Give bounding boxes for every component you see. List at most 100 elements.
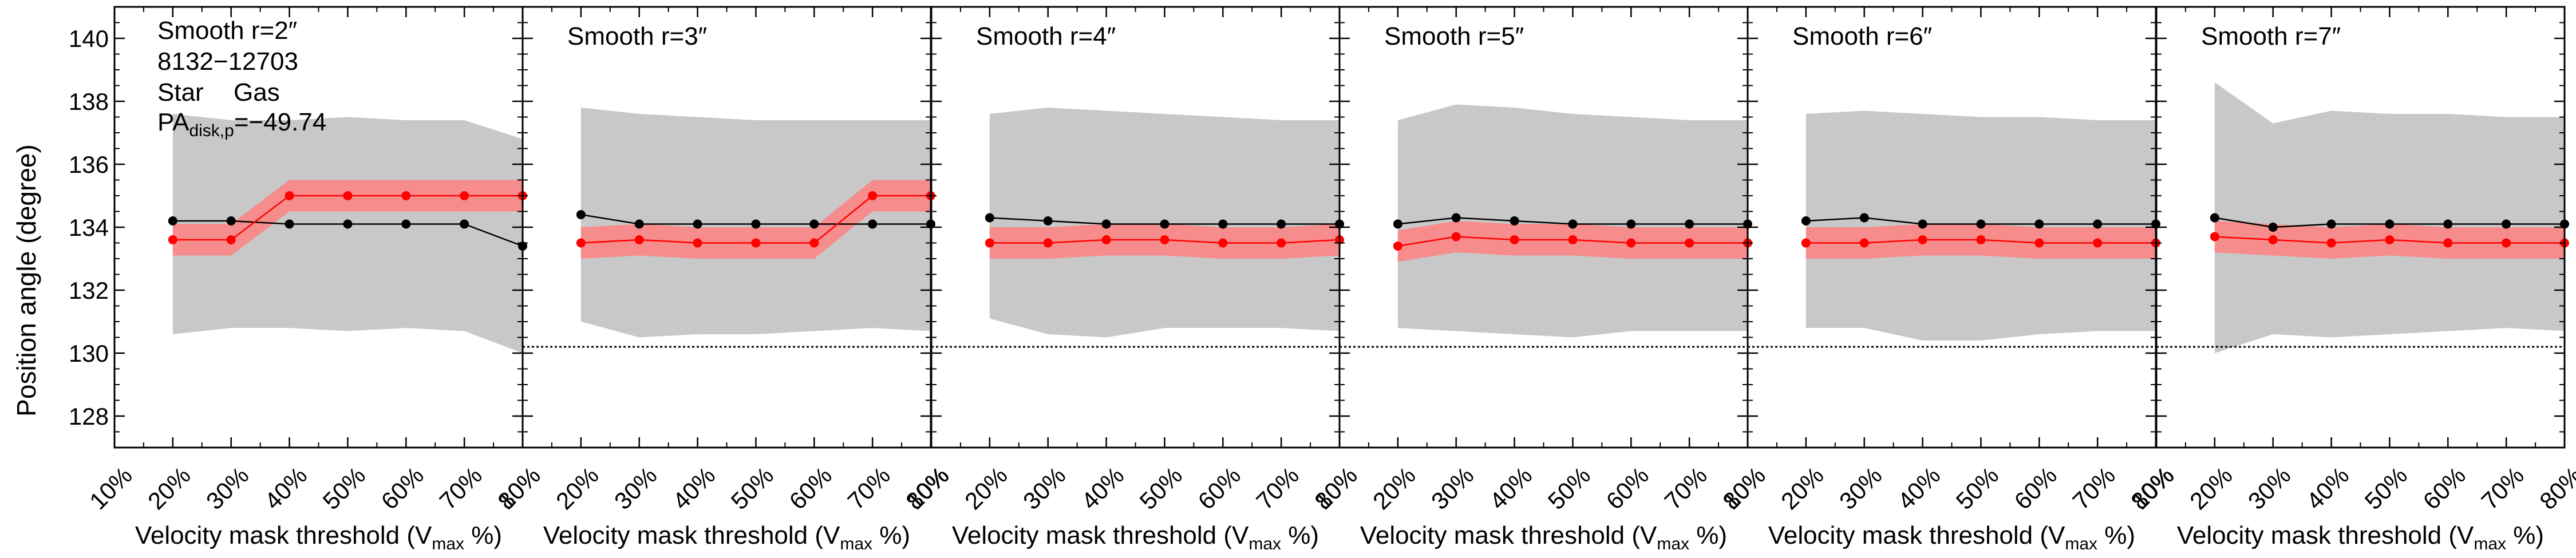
gas-point <box>2210 232 2219 242</box>
x-axis-label-subscript: max <box>1657 535 1689 553</box>
x-axis-label-tail: %) <box>872 521 910 549</box>
gas-point <box>1160 235 1170 244</box>
star-point <box>1976 219 1986 229</box>
y-tick-label: 132 <box>69 277 109 304</box>
gas-point <box>1801 238 1811 248</box>
gas-point <box>1451 232 1461 242</box>
x-axis-label: Velocity mask threshold (Vmax %) <box>1360 521 1727 553</box>
y-tick-label: 130 <box>69 340 109 367</box>
x-axis-label-tail: %) <box>1281 521 1319 549</box>
star-point <box>2502 219 2511 229</box>
star-point <box>1277 219 1286 229</box>
gas-point <box>1393 242 1402 251</box>
panel-title: Smooth r=5″ <box>1384 22 1524 50</box>
gas-point <box>168 235 177 244</box>
x-axis-label-main: Velocity mask threshold (V <box>2177 521 2474 549</box>
gas-point <box>2268 235 2278 244</box>
pa-label-main: PA <box>157 108 189 136</box>
y-tick-label: 128 <box>69 403 109 430</box>
gas-point <box>226 235 236 244</box>
gas-point <box>1626 238 1636 248</box>
x-axis-label-main: Velocity mask threshold (V <box>952 521 1249 549</box>
star-point <box>634 219 644 229</box>
gas-uncertainty-band <box>172 180 523 256</box>
star-point <box>1801 216 1811 225</box>
gas-point <box>693 238 702 248</box>
star-point <box>1101 219 1111 229</box>
gas-uncertainty-band <box>580 180 931 259</box>
gas-point <box>2443 238 2453 248</box>
star-point <box>1685 219 1694 229</box>
x-axis-label-main: Velocity mask threshold (V <box>135 521 432 549</box>
panel-4: 10% 20% 30% 40% 50% 60% 70% 80%Velocity mask th… <box>1309 6 1771 553</box>
x-axis-label-main: Velocity mask threshold (V <box>543 521 840 549</box>
x-axis-label-subscript: max <box>1249 535 1281 553</box>
star-point <box>1043 216 1053 225</box>
y-tick-label: 138 <box>69 88 109 115</box>
legend-star-label: Star <box>157 78 204 106</box>
star-point <box>1160 219 1170 229</box>
star-point <box>576 210 586 219</box>
pa-label-subscript: disk,p <box>189 121 234 140</box>
panel-5: 10% 20% 30% 40% 50% 60% 70% 80%Velocity mask th… <box>1717 6 2179 553</box>
gas-point <box>2093 238 2103 248</box>
star-point <box>168 216 177 225</box>
x-axis-label-tail: %) <box>464 521 502 549</box>
gas-point <box>401 191 411 200</box>
star-point <box>2093 219 2103 229</box>
panel-title: Smooth r=4″ <box>976 22 1116 50</box>
range-band <box>172 114 523 353</box>
panel-title: Smooth r=3″ <box>567 22 707 50</box>
gas-point <box>2385 235 2395 244</box>
star-point <box>1626 219 1636 229</box>
y-axis-label: Position angle (degree) <box>11 144 41 417</box>
star-point <box>1451 213 1461 223</box>
gas-point <box>2502 238 2511 248</box>
star-point <box>343 219 353 229</box>
gas-point <box>634 235 644 244</box>
gas-point <box>1918 235 1927 244</box>
gas-point <box>868 191 878 200</box>
star-point <box>868 219 878 229</box>
star-point <box>2210 213 2219 223</box>
gas-point <box>985 238 994 248</box>
gas-point <box>1218 238 1228 248</box>
star-point <box>226 216 236 225</box>
legend-gas-label: Gas <box>234 78 280 106</box>
y-tick-label: 136 <box>69 151 109 178</box>
gas-point <box>460 191 469 200</box>
x-axis-label-subscript: max <box>2065 535 2097 553</box>
range-band <box>2214 82 2565 353</box>
x-axis-label-tail: %) <box>2097 521 2135 549</box>
star-point <box>1918 219 1927 229</box>
gas-point <box>1043 238 1053 248</box>
gas-point <box>2326 238 2336 248</box>
x-axis-label: Velocity mask threshold (Vmax %) <box>135 521 502 553</box>
object-id-label: 8132−12703 <box>157 48 298 76</box>
star-point <box>2268 223 2278 232</box>
gas-point <box>576 238 586 248</box>
x-axis-label-subscript: max <box>2474 535 2506 553</box>
star-point <box>1218 219 1228 229</box>
star-point <box>985 213 994 223</box>
star-point <box>1393 219 1402 229</box>
gas-point <box>1685 238 1694 248</box>
x-axis-label-main: Velocity mask threshold (V <box>1768 521 2065 549</box>
panels: 10% 20% 30% 40% 50% 60% 70% 80%1281301321341361… <box>69 6 2576 553</box>
x-axis-label-main: Velocity mask threshold (V <box>1360 521 1657 549</box>
star-point <box>285 219 294 229</box>
x-axis-label-tail: %) <box>1689 521 1727 549</box>
star-point <box>2385 219 2395 229</box>
gas-point <box>285 191 294 200</box>
pa-label-value: =−49.74 <box>234 108 327 136</box>
star-point <box>1568 219 1578 229</box>
star-point <box>2326 219 2336 229</box>
star-point <box>460 219 469 229</box>
x-axis-label-subscript: max <box>432 535 464 553</box>
panel-title: Smooth r=2″ <box>157 17 297 45</box>
gas-point <box>1277 238 1286 248</box>
x-axis-label-subscript: max <box>840 535 872 553</box>
gas-point <box>343 191 353 200</box>
y-tick-label: 140 <box>69 25 109 52</box>
